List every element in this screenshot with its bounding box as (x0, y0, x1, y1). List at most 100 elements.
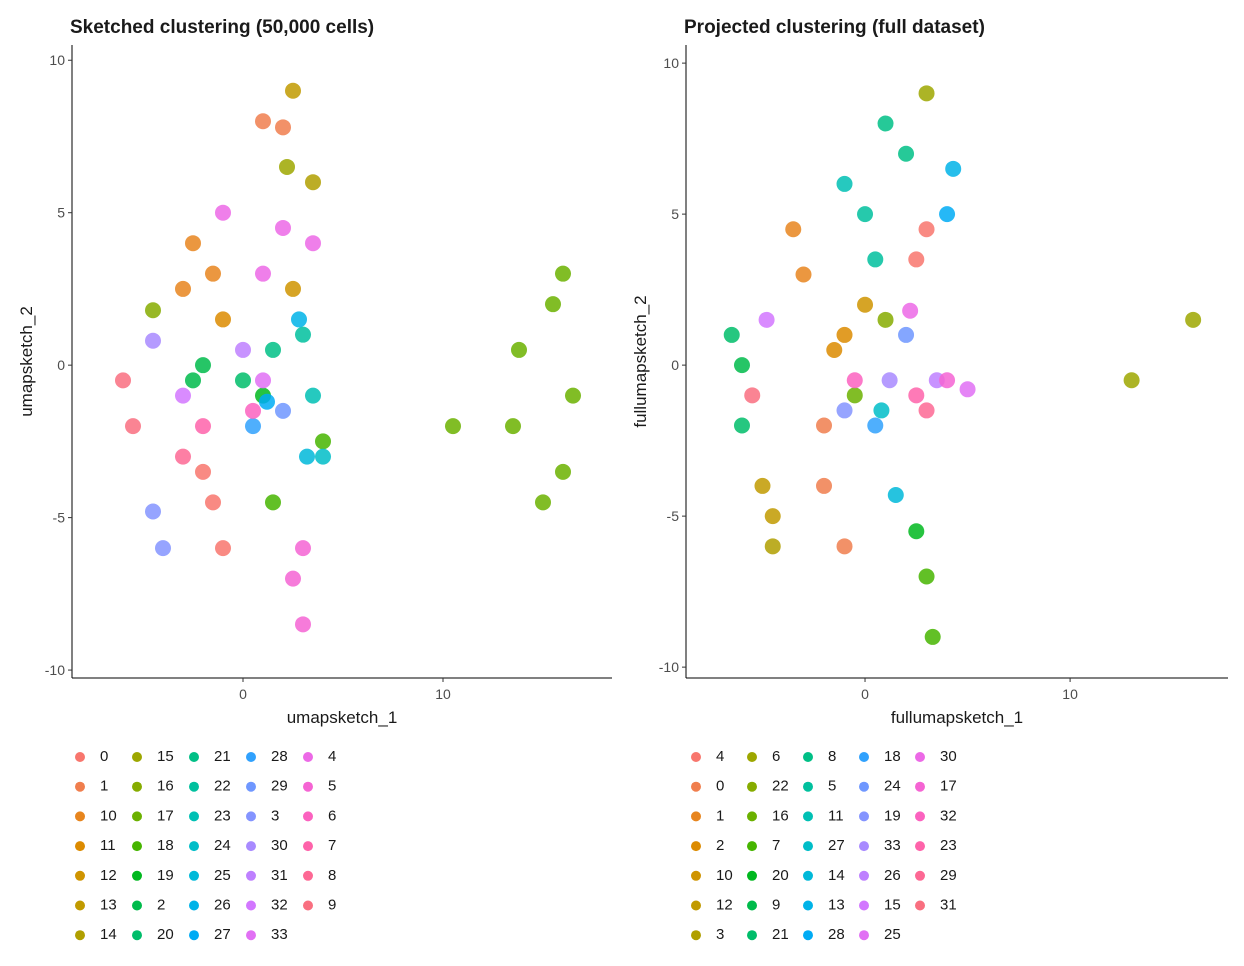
scatter-point (195, 418, 211, 435)
legend-marker (915, 811, 925, 822)
scatter-point (555, 463, 571, 480)
scatter-point (275, 402, 291, 419)
scatter-point (235, 341, 251, 358)
scatter-point (826, 342, 843, 359)
legend-label: 6 (772, 748, 780, 765)
scatter-point (545, 296, 561, 313)
scatter-point (846, 387, 863, 404)
scatter-point (758, 311, 775, 328)
legend-label: 11 (100, 837, 116, 854)
legend-label: 33 (271, 926, 288, 943)
legend-marker (303, 900, 313, 911)
scatter-point (195, 463, 211, 480)
scatter-point (846, 372, 863, 389)
scatter-point (908, 387, 925, 404)
legend-label: 31 (271, 867, 288, 884)
legend-label: 9 (328, 896, 336, 913)
legend-label: 28 (828, 926, 845, 943)
y-tick-label: 5 (57, 205, 65, 221)
legend-marker (303, 781, 313, 792)
chart-title: Projected clustering (full dataset) (684, 17, 985, 38)
legend-marker (803, 930, 813, 941)
scatter-point (723, 326, 740, 343)
y-tick-label: -10 (45, 662, 65, 678)
legend-label: 1 (100, 778, 108, 795)
legend-marker (691, 811, 701, 822)
scatter-point (939, 206, 956, 223)
legend-label: 28 (271, 748, 288, 765)
legend-label: 31 (940, 896, 957, 913)
legend-label: 10 (716, 867, 733, 884)
scatter-point (255, 372, 271, 389)
scatter-point (205, 265, 221, 282)
legend-marker (803, 781, 813, 792)
legend-label: 16 (772, 807, 789, 824)
legend-marker (803, 900, 813, 911)
y-tick-label: -5 (53, 510, 66, 526)
scatter-point (924, 628, 941, 645)
legend-marker (246, 930, 256, 941)
legend-label: 7 (328, 837, 336, 854)
scatter-point (205, 494, 221, 511)
legend-label: 18 (884, 748, 901, 765)
scatter-point (215, 311, 231, 328)
chart-title: Sketched clustering (50,000 cells) (70, 17, 374, 38)
scatter-point (918, 85, 935, 102)
legend-marker (132, 870, 142, 881)
legend-marker (915, 870, 925, 881)
scatter-point (873, 402, 890, 419)
scatter-point (877, 311, 894, 328)
scatter-point (185, 235, 201, 252)
scatter-point (275, 219, 291, 236)
scatter-point (867, 417, 884, 434)
legend-label: 4 (716, 748, 724, 765)
scatter-point (959, 381, 976, 398)
legend-label: 27 (214, 926, 231, 943)
legend-marker (132, 811, 142, 822)
legend: 4012101236221672092185112714132818241933… (691, 748, 957, 943)
scatter-point (185, 372, 201, 389)
scatter-point (795, 266, 812, 283)
scatter-point (505, 418, 521, 435)
y-tick-label: 10 (49, 52, 65, 68)
scatter-point (175, 448, 191, 465)
scatter-point (259, 393, 275, 410)
scatter-point (255, 265, 271, 282)
scatter-point (1123, 372, 1140, 389)
legend-label: 10 (100, 807, 117, 824)
scatter-point (918, 402, 935, 419)
legend-marker (132, 781, 142, 792)
y-tick-label: 10 (663, 55, 679, 71)
scatter-point (315, 448, 331, 465)
legend-marker (803, 841, 813, 852)
legend-label: 6 (328, 807, 336, 824)
legend-marker (747, 811, 757, 822)
legend-label: 32 (271, 896, 288, 913)
x-tick-label: 0 (239, 686, 247, 702)
scatter-point (785, 221, 802, 238)
scatter-point (295, 540, 311, 557)
y-tick-label: -10 (659, 659, 679, 675)
legend-marker (75, 841, 85, 852)
legend: 0 1 10 11 12 13 14 15 16 17 18 19 2 20 21 22 23 24 25 26 27 2… (75, 748, 336, 943)
legend-label: 17 (940, 778, 957, 795)
legend-marker (75, 811, 85, 822)
scatter-point (836, 326, 853, 343)
scatter-point (175, 280, 191, 297)
legend-label: 16 (157, 778, 174, 795)
scatter-point (295, 616, 311, 633)
scatter-point (939, 372, 956, 389)
legend-label: 26 (884, 867, 901, 884)
legend-marker (132, 752, 142, 762)
legend-marker (859, 870, 869, 881)
legend-marker (75, 870, 85, 881)
scatter-point (299, 448, 315, 465)
legend-label: 5 (828, 778, 836, 795)
scatter-point (857, 206, 874, 223)
legend-marker (303, 752, 313, 762)
scatter-point (285, 280, 301, 297)
legend-marker (246, 841, 256, 852)
scatter-point (877, 115, 894, 132)
legend-marker (859, 811, 869, 822)
legend-marker (747, 752, 757, 762)
